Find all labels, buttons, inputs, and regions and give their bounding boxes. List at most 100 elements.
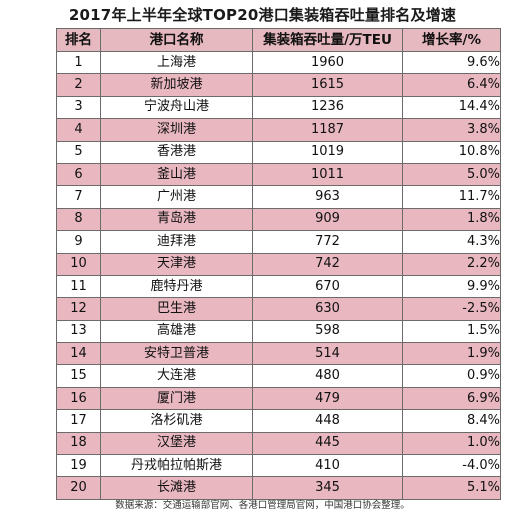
cell-growth: 5.0% (402, 162, 501, 187)
cell-growth: 6.9% (402, 386, 501, 411)
cell-port-name: 新加坡港 (100, 73, 253, 97)
cell-rank: 4 (56, 118, 101, 142)
cell-rank: 6 (56, 162, 101, 187)
cell-rank: 5 (56, 140, 101, 164)
cell-rank: 11 (56, 274, 101, 299)
cell-teu: 1960 (252, 50, 403, 75)
cell-teu: 480 (252, 364, 403, 388)
cell-rank: 8 (56, 207, 101, 232)
cell-growth: 4.3% (402, 230, 501, 254)
cell-port-name: 汉堡港 (100, 431, 253, 456)
cell-rank: 17 (56, 409, 101, 433)
header-port-name: 港口名称 (100, 28, 253, 52)
table-row: 10 天津港 742 2.2% (56, 252, 501, 276)
table-row: 2 新加坡港 1615 6.4% (56, 73, 501, 97)
table-row: 6 釜山港 1011 5.0% (56, 162, 501, 187)
cell-growth: 8.4% (402, 409, 501, 433)
cell-port-name: 广州港 (100, 185, 253, 209)
cell-port-name: 上海港 (100, 50, 253, 75)
table-header-row: 排名 港口名称 集装箱吞吐量/万TEU 增长率/% (56, 28, 501, 52)
cell-teu: 1187 (252, 118, 403, 142)
cell-teu: 448 (252, 409, 403, 433)
cell-rank: 14 (56, 342, 101, 366)
table-row: 9 迪拜港 772 4.3% (56, 230, 501, 254)
table-row: 5 香港港 1019 10.8% (56, 140, 501, 164)
cell-port-name: 宁波舟山港 (100, 95, 253, 120)
data-source-note: 数据来源：交通运输部官网、各港口管理局官网，中国港口协会整理。 (115, 500, 410, 511)
cell-growth: 1.5% (402, 319, 501, 344)
cell-rank: 9 (56, 230, 101, 254)
cell-growth: 1.0% (402, 431, 501, 456)
table-body: 1 上海港 1960 9.6% 2 新加坡港 1615 6.4% 3 宁波舟山港 1236 14.4%… (56, 50, 501, 500)
cell-teu: 345 (252, 476, 403, 500)
cell-port-name: 丹戎帕拉帕斯港 (100, 454, 253, 478)
table-row: 7 广州港 963 11.7% (56, 185, 501, 209)
cell-rank: 13 (56, 319, 101, 344)
cell-teu: 630 (252, 297, 403, 321)
table-row: 12 巴生港 630 -2.5% (56, 297, 501, 321)
table-row: 19 丹戎帕拉帕斯港 410 -4.0% (56, 454, 501, 478)
cell-growth: 1.8% (402, 207, 501, 232)
cell-growth: -2.5% (402, 297, 501, 321)
header-growth: 增长率/% (402, 28, 501, 52)
table-row: 4 深圳港 1187 3.8% (56, 118, 501, 142)
cell-rank: 7 (56, 185, 101, 209)
header-teu: 集装箱吞吐量/万TEU (252, 28, 403, 52)
table-row: 1 上海港 1960 9.6% (56, 50, 501, 75)
cell-rank: 18 (56, 431, 101, 456)
cell-port-name: 青岛港 (100, 207, 253, 232)
table-row: 3 宁波舟山港 1236 14.4% (56, 95, 501, 120)
cell-teu: 670 (252, 274, 403, 299)
cell-rank: 19 (56, 454, 101, 478)
cell-port-name: 天津港 (100, 252, 253, 276)
table-row: 16 厦门港 479 6.9% (56, 386, 501, 411)
cell-growth: 1.9% (402, 342, 501, 366)
cell-port-name: 安特卫普港 (100, 342, 253, 366)
cell-teu: 772 (252, 230, 403, 254)
cell-teu: 909 (252, 207, 403, 232)
cell-port-name: 巴生港 (100, 297, 253, 321)
cell-teu: 1011 (252, 162, 403, 187)
table-row: 8 青岛港 909 1.8% (56, 207, 501, 232)
cell-growth: 9.9% (402, 274, 501, 299)
cell-port-name: 高雄港 (100, 319, 253, 344)
cell-port-name: 大连港 (100, 364, 253, 388)
table-row: 14 安特卫普港 514 1.9% (56, 342, 501, 366)
cell-teu: 1019 (252, 140, 403, 164)
cell-growth: 11.7% (402, 185, 501, 209)
header-rank: 排名 (56, 28, 101, 52)
cell-rank: 16 (56, 386, 101, 411)
cell-rank: 20 (56, 476, 101, 500)
cell-port-name: 鹿特丹港 (100, 274, 253, 299)
cell-teu: 479 (252, 386, 403, 411)
cell-rank: 3 (56, 95, 101, 120)
table-row: 17 洛杉矶港 448 8.4% (56, 409, 501, 433)
table-row: 11 鹿特丹港 670 9.9% (56, 274, 501, 299)
cell-growth: 0.9% (402, 364, 501, 388)
cell-port-name: 厦门港 (100, 386, 253, 411)
cell-rank: 12 (56, 297, 101, 321)
cell-rank: 1 (56, 50, 101, 75)
table-row: 15 大连港 480 0.9% (56, 364, 501, 388)
port-ranking-table: 排名 港口名称 集装箱吞吐量/万TEU 增长率/% 1 上海港 1960 9.6% 2 新… (56, 28, 501, 500)
cell-rank: 2 (56, 73, 101, 97)
cell-teu: 1236 (252, 95, 403, 120)
table-row: 13 高雄港 598 1.5% (56, 319, 501, 344)
cell-port-name: 洛杉矶港 (100, 409, 253, 433)
cell-port-name: 香港港 (100, 140, 253, 164)
cell-growth: 9.6% (402, 50, 501, 75)
table-title: 2017年上半年全球TOP20港口集装箱吞吐量排名及增速 (68, 6, 457, 24)
cell-growth: 2.2% (402, 252, 501, 276)
cell-port-name: 釜山港 (100, 162, 253, 187)
cell-rank: 10 (56, 252, 101, 276)
cell-growth: 6.4% (402, 73, 501, 97)
cell-growth: -4.0% (402, 454, 501, 478)
table-row: 18 汉堡港 445 1.0% (56, 431, 501, 456)
cell-teu: 410 (252, 454, 403, 478)
cell-teu: 598 (252, 319, 403, 344)
cell-teu: 742 (252, 252, 403, 276)
cell-teu: 445 (252, 431, 403, 456)
table-row: 20 长滩港 345 5.1% (56, 476, 501, 500)
cell-growth: 3.8% (402, 118, 501, 142)
cell-port-name: 长滩港 (100, 476, 253, 500)
